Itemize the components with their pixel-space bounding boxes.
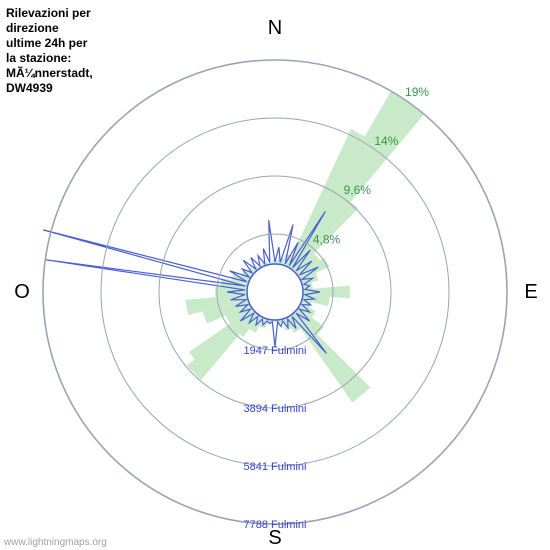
chart-title: Rilevazioni perdirezioneultime 24h perla… <box>6 6 126 96</box>
cardinal-O: O <box>14 281 30 303</box>
cardinal-E: E <box>524 281 537 303</box>
center-circle <box>247 264 303 320</box>
ring-label: 3894 Fulmini <box>244 403 307 415</box>
pct-label: 4,8% <box>313 232 341 246</box>
pct-label: 14% <box>374 134 398 148</box>
cardinal-S: S <box>268 527 281 549</box>
ring-label: 5841 Fulmini <box>244 461 307 473</box>
ring-label: 1947 Fulmini <box>244 345 307 357</box>
pct-label: 19% <box>405 85 429 99</box>
credit-text: www.lightningmaps.org <box>4 537 107 548</box>
pct-label: 9,6% <box>344 183 372 197</box>
cardinal-N: N <box>268 17 282 39</box>
